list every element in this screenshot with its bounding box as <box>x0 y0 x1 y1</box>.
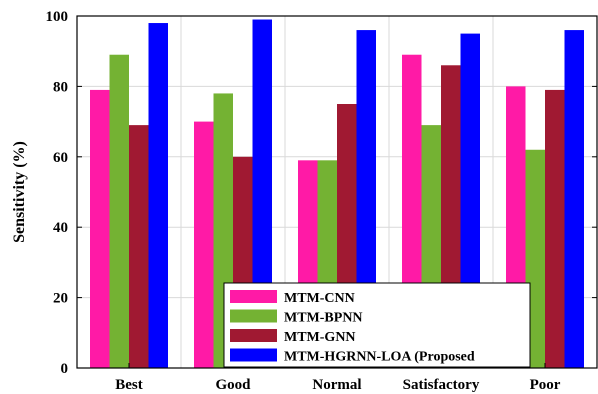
legend-swatch <box>230 290 277 303</box>
y-tick-label: 20 <box>53 291 68 307</box>
y-tick-label: 40 <box>53 220 68 236</box>
x-tick-label: Normal <box>312 377 361 393</box>
x-tick-label: Poor <box>530 377 561 393</box>
legend-label: MTM-BPNN <box>284 311 363 326</box>
bar-mtm-hgrnn-loa-proposed-good <box>252 19 272 369</box>
x-tick-label: Satisfactory <box>403 377 480 393</box>
y-axis-ticks: 0 20 40 60 80 100 <box>46 9 597 377</box>
legend-label: MTM-CNN <box>284 291 355 306</box>
y-tick-label: 100 <box>46 9 69 25</box>
bar-mtm-hgrnn-loa-proposed-poor <box>564 30 584 369</box>
bar-mtm-cnn-best <box>90 89 110 369</box>
y-tick-label: 80 <box>53 79 68 95</box>
bar-mtm-gnn-best <box>129 125 149 369</box>
legend-label: MTM-GNN <box>284 330 356 345</box>
y-axis-label: Sensitivity (%) <box>11 141 28 243</box>
y-tick-label: 0 <box>61 361 69 377</box>
legend-swatch <box>230 348 277 362</box>
x-tick-label: Best <box>115 377 143 393</box>
bar-mtm-cnn-good <box>194 121 214 368</box>
legend-swatch <box>230 309 277 323</box>
legend-swatch <box>230 329 277 342</box>
x-tick-label: Good <box>215 377 251 393</box>
bar-mtm-hgrnn-loa-proposed-best <box>148 23 168 368</box>
legend: MTM-CNN MTM-BPNN MTM-GNN MTM-HGRNN-LOA (Pro… <box>223 282 531 368</box>
y-tick-label: 60 <box>53 150 68 166</box>
legend-label: MTM-HGRNN-LOA (Proposed <box>284 350 475 365</box>
bar-mtm-bpnn-best <box>109 54 129 368</box>
x-axis-ticks: Best Good Normal Satisfactory Poor <box>115 363 561 393</box>
bar-mtm-gnn-poor <box>545 89 565 369</box>
